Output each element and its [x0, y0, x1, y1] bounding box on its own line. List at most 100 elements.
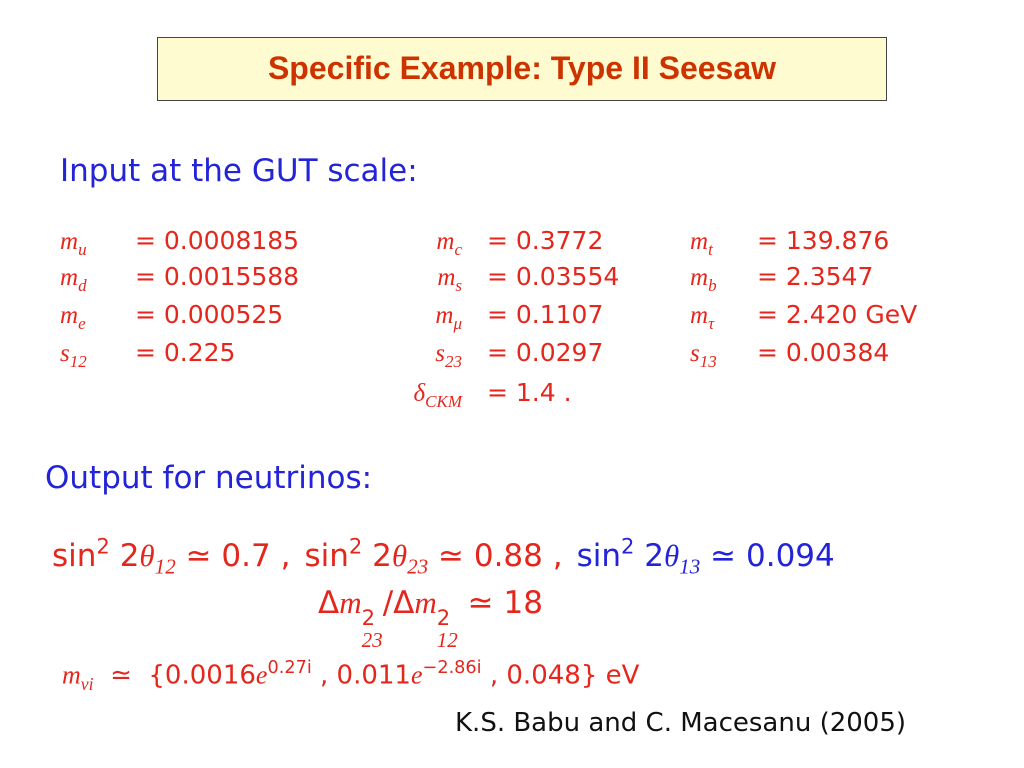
math-symbol: e — [255, 660, 268, 690]
math-symbol: m — [62, 660, 81, 690]
symbol: mb — [690, 262, 717, 296]
math-symbol: δ — [413, 380, 426, 407]
math-symbol: s — [435, 340, 445, 367]
superscript: 2 — [348, 533, 363, 558]
math-symbol: m — [414, 585, 437, 620]
text: , 0.048} eV — [481, 660, 640, 691]
text: ≃ {0.0016 — [93, 660, 256, 691]
citation: K.S. Babu and C. Macesanu (2005) — [455, 708, 907, 738]
text: ≃ 0.88 , — [428, 537, 563, 574]
math-symbol: θ — [139, 537, 155, 573]
value: = 1.4 . — [487, 378, 572, 407]
subscript: t — [708, 239, 713, 259]
superscript: 2 — [361, 604, 376, 630]
value: = 0.0015588 — [135, 262, 300, 291]
symbol: s12 — [60, 338, 87, 372]
math-symbol: m — [435, 302, 454, 329]
math-symbol: m — [690, 302, 709, 329]
math-symbol: m — [690, 228, 709, 255]
subscript: b — [708, 275, 717, 295]
script-stack: 2 23 — [361, 604, 383, 652]
symbol: mμ — [435, 300, 462, 334]
subscript: u — [78, 239, 87, 259]
mixing-line: sin2 2θ12 ≃ 0.7 , sin2 2θ23 ≃ 0.88 , sin2 … — [52, 533, 835, 579]
output-heading: Output for neutrinos: — [45, 460, 373, 496]
text: , 0.011 — [311, 660, 411, 691]
symbol: ms — [437, 262, 462, 296]
value: = 139.876 — [757, 226, 890, 255]
math-symbol: s — [60, 340, 70, 367]
subscript: 12 — [69, 351, 87, 371]
mixing-term: sin2 2θ12 ≃ 0.7 , — [52, 533, 290, 578]
mixing-term: sin2 2θ23 ≃ 0.88 , — [304, 533, 563, 578]
title-box: Specific Example: Type II Seesaw — [157, 37, 887, 101]
math-symbol: e — [410, 660, 423, 690]
text: sin — [52, 537, 97, 574]
value: = 0.225 — [135, 338, 236, 367]
subscript: 23 — [361, 627, 383, 652]
script-stack: 2 12 — [436, 604, 458, 652]
math-symbol: m — [60, 228, 79, 255]
math-symbol: θ — [664, 537, 680, 573]
value: = 0.00384 — [757, 338, 890, 367]
symbol: s13 — [690, 338, 717, 372]
math-symbol: θ — [391, 537, 408, 573]
text: ≃ 18 — [457, 585, 543, 621]
superscript: −2.86i — [422, 658, 482, 678]
superscript: 2 — [621, 533, 635, 558]
symbol: mt — [690, 226, 713, 260]
subscript: 12 — [154, 554, 176, 579]
subscript: 13 — [699, 351, 717, 371]
value: = 2.3547 — [757, 262, 874, 291]
text: sin — [304, 537, 349, 574]
subscript: CKM — [425, 391, 462, 411]
text: Δ — [318, 585, 340, 621]
math-symbol: m — [60, 264, 79, 291]
math-symbol: s — [690, 340, 700, 367]
value: = 0.1107 — [487, 300, 604, 329]
subscript: μ — [453, 313, 462, 333]
symbol: mτ — [690, 300, 714, 334]
text: 2 — [362, 537, 392, 574]
subscript: 23 — [407, 554, 429, 579]
superscript: 0.27i — [267, 658, 312, 678]
text: 2 — [634, 537, 665, 574]
math-symbol: m — [437, 264, 456, 291]
subscript: τ — [708, 313, 715, 333]
symbol: s23 — [435, 338, 462, 372]
mixing-term: sin2 2θ13 ≃ 0.094 — [576, 533, 835, 578]
symbol: me — [60, 300, 86, 334]
text: sin — [576, 537, 622, 574]
subscript: 23 — [445, 351, 462, 371]
superscript: 2 — [436, 604, 451, 630]
math-symbol: m — [60, 302, 79, 329]
text: ≃ 0.094 — [700, 537, 835, 574]
subscript: 12 — [436, 627, 458, 652]
subscript: d — [78, 275, 87, 295]
input-heading: Input at the GUT scale: — [60, 153, 418, 189]
math-symbol: m — [690, 264, 709, 291]
value: = 0.000525 — [135, 300, 284, 329]
symbol: δCKM — [414, 378, 462, 412]
math-symbol: m — [436, 228, 455, 255]
math-symbol: m — [339, 585, 362, 620]
symbol: mc — [436, 226, 462, 260]
value: = 0.0008185 — [135, 226, 300, 255]
subscript: 13 — [679, 554, 701, 579]
title: Specific Example: Type II Seesaw — [267, 50, 777, 86]
subscript: s — [455, 275, 462, 295]
ratio-line: Δm 2 23/Δm 2 12 ≃ 18 — [318, 585, 543, 651]
text: /Δ — [382, 585, 415, 621]
value: = 0.3772 — [487, 226, 604, 255]
symbol: mu — [60, 226, 87, 260]
subscript: e — [78, 313, 86, 333]
superscript: 2 — [96, 533, 110, 558]
subscript: c — [454, 239, 462, 259]
subscript: νi — [80, 673, 94, 694]
text: 2 — [109, 537, 140, 574]
value: = 2.420 GeV — [757, 300, 918, 329]
value: = 0.0297 — [487, 338, 604, 367]
masses-line: mνi ≃ {0.0016e0.27i , 0.011e−2.86i , 0.0… — [62, 658, 639, 695]
value: = 0.03554 — [487, 262, 620, 291]
